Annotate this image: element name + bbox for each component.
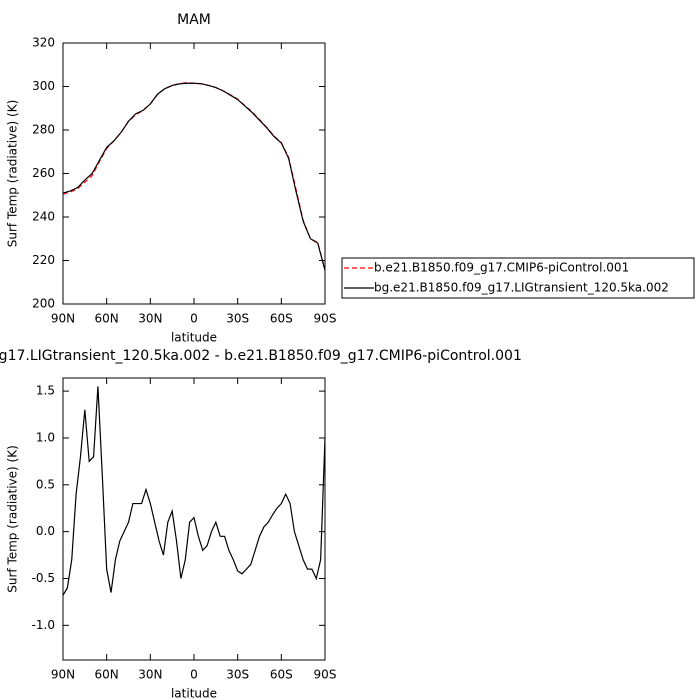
y-tick-label: 260	[32, 166, 55, 180]
y-tick-label: 320	[32, 36, 55, 50]
x-axis-label: latitude	[171, 687, 217, 700]
y-tick-label: -0.5	[32, 571, 55, 585]
y-tick-label: -1.0	[32, 618, 55, 632]
x-tick-label: 30N	[138, 312, 162, 326]
y-tick-label: 0.5	[36, 477, 55, 491]
y-tick-label: 0.0	[36, 524, 55, 538]
x-tick-label: 60S	[270, 668, 293, 682]
legend-label: bg.e21.B1850.f09_g17.LIGtransient_120.5k…	[374, 281, 669, 295]
y-tick-label: 200	[32, 297, 55, 311]
y-tick-label: 280	[32, 123, 55, 137]
x-axis-label: latitude	[171, 331, 217, 345]
chart-title: bg.e21.B1850.f09_g17.LIGtransient_120.5k…	[0, 348, 522, 364]
y-tick-label: 1.5	[36, 384, 55, 398]
x-tick-label: 30S	[226, 312, 249, 326]
data-line	[62, 82, 326, 271]
x-tick-label: 30N	[138, 668, 162, 682]
y-tick-label: 220	[32, 253, 55, 267]
y-tick-label: 300	[32, 79, 55, 93]
y-axis-label: Surf Temp (radiative) (K)	[6, 100, 20, 248]
x-tick-label: 30S	[226, 668, 249, 682]
x-tick-label: 90S	[314, 312, 337, 326]
x-tick-label: 0	[190, 312, 198, 326]
x-tick-label: 90S	[314, 668, 337, 682]
x-tick-label: 60S	[270, 312, 293, 326]
x-tick-label: 60N	[95, 312, 119, 326]
chart-title: MAM	[177, 12, 211, 28]
x-tick-label: 90N	[51, 312, 75, 326]
legend-frame	[341, 257, 695, 299]
y-tick-label: 1.0	[36, 430, 55, 444]
y-tick-label: 240	[32, 210, 55, 224]
y-axis-label: Surf Temp (radiative) (K)	[6, 445, 20, 593]
data-line	[62, 386, 326, 596]
plot-frame	[62, 42, 326, 305]
x-tick-label: 90N	[51, 668, 75, 682]
legend-label: b.e21.B1850.f09_g17.CMIP6-piControl.001	[374, 261, 629, 275]
x-tick-label: 0	[190, 668, 198, 682]
x-tick-label: 60N	[95, 668, 119, 682]
data-line	[62, 81, 326, 270]
